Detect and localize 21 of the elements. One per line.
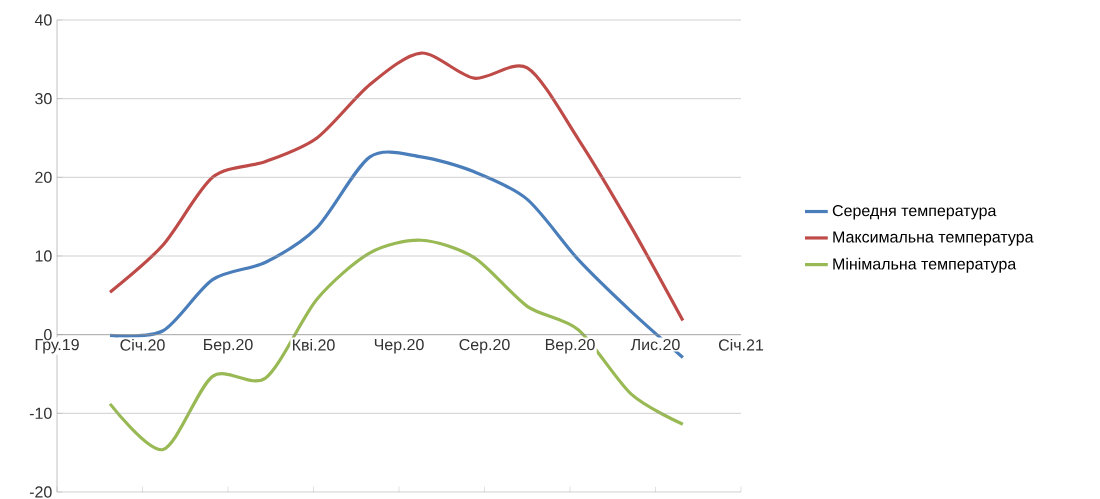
- y-tick-label: -10: [29, 407, 52, 419]
- line-series: [108, 51, 685, 323]
- legend-label: Максимальна температура: [833, 231, 1034, 246]
- y-tick-label: -20: [29, 486, 52, 498]
- x-tick-label: Лис.20: [630, 338, 680, 351]
- x-tick-label: Сер.20: [459, 338, 510, 354]
- x-tick-label: Чер.20: [374, 338, 424, 354]
- x-tick-label: Січ.21: [718, 338, 764, 351]
- y-tick-label: 10: [35, 250, 52, 262]
- legend-label: Мінімальна температура: [833, 257, 1017, 273]
- x-tick-label: Бер.20: [204, 338, 253, 354]
- x-tick-label: Гру.19: [35, 338, 79, 354]
- y-tick-label: 20: [35, 171, 52, 183]
- y-tick-label: 0: [44, 329, 52, 341]
- legend-label: Середня температура: [832, 204, 997, 220]
- line-series: [108, 238, 685, 452]
- x-tick-label: Січ.20: [120, 338, 165, 351]
- y-tick-label: 30: [35, 93, 52, 105]
- x-tick-label: Вер.20: [545, 338, 595, 354]
- y-tick-label: 40: [34, 14, 52, 26]
- x-tick-label: Кві.20: [293, 338, 335, 351]
